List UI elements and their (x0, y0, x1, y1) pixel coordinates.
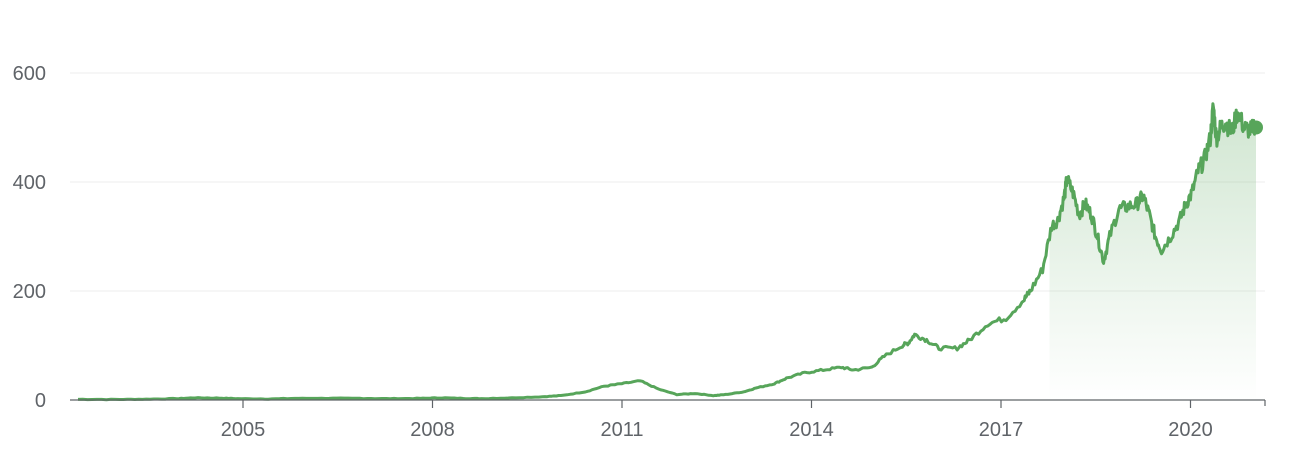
x-tick-label: 2014 (789, 419, 834, 441)
x-tick-label: 2017 (979, 419, 1024, 441)
y-tick-label: 600 (13, 63, 46, 85)
last-point-marker[interactable] (1249, 120, 1263, 135)
x-tick-label: 2008 (410, 419, 455, 441)
y-axis-labels: 0 200 400 600 (13, 63, 46, 412)
x-axis (70, 399, 1266, 408)
y-tick-label: 400 (13, 172, 46, 194)
x-axis-labels: 2005 2008 2011 2014 2017 2020 (221, 419, 1213, 441)
last-point-marker-layer (1249, 120, 1263, 135)
series-line (77, 102, 1258, 402)
y-tick-label: 200 (13, 281, 46, 303)
series-area (1049, 103, 1256, 400)
x-tick-label: 2020 (1168, 419, 1213, 441)
y-tick-label: 0 (35, 390, 46, 412)
series-line-layer (77, 102, 1258, 402)
area-fill (1049, 103, 1256, 400)
x-tick-label: 2005 (221, 419, 266, 441)
x-tick-label: 2011 (600, 419, 643, 441)
